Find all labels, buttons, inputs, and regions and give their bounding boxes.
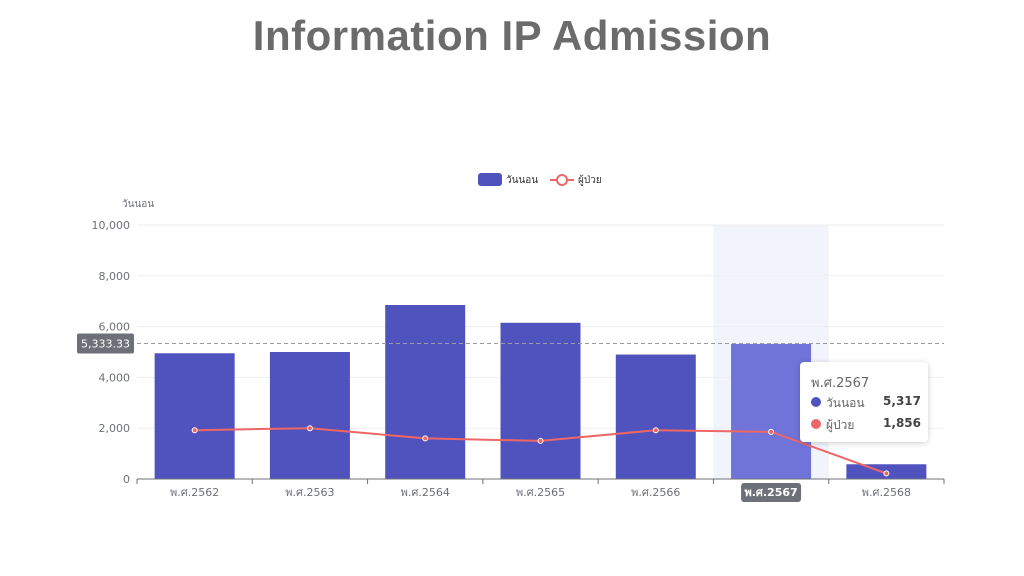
bar — [385, 305, 466, 479]
line-point — [422, 435, 429, 442]
line-point — [883, 470, 890, 477]
x-tick-label: พ.ศ.2565 — [516, 486, 565, 499]
y-tick-label: 6,000 — [99, 321, 131, 334]
y-axis-title: วันนอน — [122, 199, 154, 210]
x-tick-label: พ.ศ.2562 — [170, 486, 219, 499]
y-tick-label: 2,000 — [99, 422, 131, 435]
y-tick-label: 0 — [123, 473, 130, 486]
bar — [269, 352, 350, 479]
bar — [615, 354, 696, 479]
tooltip-series-name: วันนอน — [826, 396, 865, 410]
tooltip-row-stay-days: วันนอน 5,317 — [811, 394, 921, 410]
average-label-bg — [77, 333, 134, 354]
legend-label: วันนอน — [506, 175, 538, 186]
tooltip-series-value: 1,856 — [883, 416, 921, 430]
line-point — [306, 425, 313, 432]
bar — [500, 322, 581, 479]
tooltip-series-name: ผู้ป่วย — [826, 418, 855, 432]
tooltip-title: พ.ศ.2567 — [811, 376, 870, 391]
legend-bar-swatch — [478, 173, 502, 186]
line-point — [537, 437, 544, 444]
x-tick-label: พ.ศ.2564 — [401, 486, 450, 499]
tooltip-row-patients: ผู้ป่วย 1,856 — [811, 416, 921, 432]
average-label: 5,333.33 — [81, 338, 130, 351]
y-tick-label: 8,000 — [99, 270, 131, 283]
chart-tooltip: พ.ศ.2567 วันนอน 5,317 ผู้ป่วย 1,856 — [800, 362, 928, 442]
x-tick-label: พ.ศ.2568 — [862, 486, 911, 499]
x-tick-label: พ.ศ.2567 — [744, 486, 797, 499]
x-tick-label: พ.ศ.2566 — [631, 486, 680, 499]
page-title: Information IP Admission — [252, 12, 772, 59]
legend-line-marker — [556, 174, 568, 186]
tooltip-series-value: 5,317 — [883, 394, 921, 408]
y-tick-label: 10,000 — [92, 219, 131, 232]
legend-label: ผู้ป่วย — [578, 174, 602, 186]
x-label-highlight — [741, 483, 802, 502]
bar — [731, 343, 812, 479]
series-marker-icon — [811, 397, 821, 407]
bar — [154, 353, 235, 479]
y-tick-label: 4,000 — [99, 371, 131, 384]
line-point — [191, 427, 198, 434]
x-tick-label: พ.ศ.2563 — [285, 486, 334, 499]
line-point — [652, 427, 659, 434]
series-marker-icon — [811, 419, 821, 429]
line-point — [768, 428, 775, 435]
